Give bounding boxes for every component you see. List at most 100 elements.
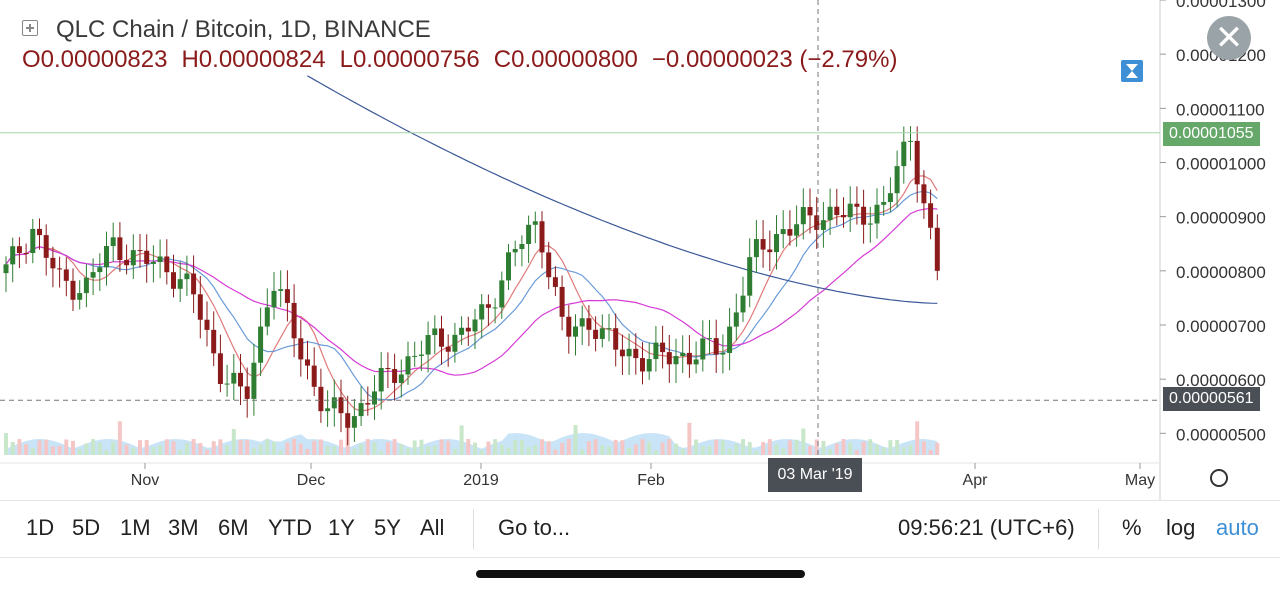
volume-bar xyxy=(767,439,772,455)
candle-body xyxy=(626,348,632,357)
candle-body xyxy=(827,206,833,221)
candle-body xyxy=(305,359,310,366)
candlestick-chart[interactable]: 0.000013000.000012000.000011000.00001000… xyxy=(0,0,1280,500)
volume-bar xyxy=(888,440,893,455)
volume-bar xyxy=(231,429,236,455)
volume-bar xyxy=(24,444,29,455)
candle-body xyxy=(184,273,190,280)
candle-body xyxy=(934,227,940,271)
volume-bar xyxy=(432,445,437,455)
range-ytd[interactable]: YTD xyxy=(268,515,312,540)
candle-body xyxy=(780,229,786,235)
ma-short-line xyxy=(5,175,938,412)
candle-body xyxy=(392,369,398,383)
volume-bar xyxy=(653,450,658,455)
candle-body xyxy=(70,280,76,300)
volume-bar xyxy=(566,439,571,455)
volume-bar xyxy=(821,440,826,455)
volume-bar xyxy=(359,444,364,455)
range-5y[interactable]: 5Y xyxy=(374,515,401,540)
range-6m[interactable]: 6M xyxy=(218,515,249,540)
candle-body xyxy=(686,352,692,365)
log-toggle[interactable]: log xyxy=(1166,515,1196,540)
volume-bar xyxy=(312,440,317,455)
volume-bar xyxy=(258,444,263,455)
volume-bar xyxy=(245,440,250,455)
goto-button[interactable]: Go to... xyxy=(498,515,571,540)
candle-body xyxy=(150,262,156,264)
volume-bar xyxy=(44,439,49,455)
volume-bar xyxy=(620,440,625,455)
volume-bar xyxy=(861,441,866,455)
candle-body xyxy=(593,329,599,339)
price-tick-label: 0.00000600 xyxy=(1176,371,1266,390)
scroll-to-realtime-icon[interactable] xyxy=(1121,60,1143,82)
volume-bar xyxy=(908,445,913,455)
volume-bar xyxy=(339,439,343,455)
volume-bar xyxy=(479,450,484,455)
volume-bar xyxy=(526,447,531,455)
candle-body xyxy=(753,239,759,258)
candle-body xyxy=(217,353,223,384)
volume-bar xyxy=(225,445,230,455)
add-symbol-icon[interactable] xyxy=(22,20,38,36)
candle-body xyxy=(318,386,324,412)
candle-body xyxy=(338,397,344,414)
volume-bar xyxy=(198,443,203,455)
candle-body xyxy=(331,397,337,409)
volume-bar xyxy=(385,442,390,455)
volume-bar xyxy=(781,448,786,455)
candle-body xyxy=(351,416,357,428)
candle-body xyxy=(814,215,820,230)
candle-body xyxy=(740,295,746,313)
volume-bar xyxy=(372,442,377,455)
price-tick-label: 0.00000500 xyxy=(1176,425,1266,444)
candle-body xyxy=(238,372,243,387)
range-1m[interactable]: 1M xyxy=(120,515,151,540)
candle-body xyxy=(291,302,297,339)
candle-body xyxy=(640,358,645,372)
candle-body xyxy=(43,235,49,258)
home-indicator xyxy=(476,570,805,578)
volume-bar xyxy=(901,447,906,455)
volume-bar xyxy=(419,439,424,455)
last-price-label: 0.00001055 xyxy=(1163,122,1260,146)
volume-bar xyxy=(298,443,303,455)
volume-bar xyxy=(452,449,457,455)
candle-body xyxy=(713,338,719,355)
candle-body xyxy=(539,221,545,253)
percent-toggle[interactable]: % xyxy=(1122,515,1142,540)
candle-body xyxy=(104,246,109,268)
volume-bar xyxy=(17,439,22,455)
volume-bar xyxy=(124,444,129,455)
candle-body xyxy=(841,214,846,218)
candle-body xyxy=(559,286,565,317)
candle-body xyxy=(130,250,136,266)
hourglass-icon xyxy=(1126,64,1138,78)
candle-body xyxy=(807,207,813,216)
range-5d[interactable]: 5D xyxy=(72,515,101,540)
clock-readout[interactable]: 09:56:21 (UTC+6) xyxy=(898,515,1075,540)
range-1d[interactable]: 1D xyxy=(26,515,55,540)
close-icon[interactable]: ✕ xyxy=(1207,16,1251,60)
volume-bar xyxy=(64,439,69,455)
candle-body xyxy=(10,246,16,265)
volume-bar xyxy=(921,441,926,455)
volume-bar xyxy=(97,442,102,455)
price-tick-label: 0.00001000 xyxy=(1176,155,1266,174)
candle-body xyxy=(867,223,873,225)
range-1y[interactable]: 1Y xyxy=(328,515,355,540)
range-all[interactable]: All xyxy=(420,515,445,540)
range-3m[interactable]: 3M xyxy=(168,515,199,540)
auto-toggle[interactable]: auto xyxy=(1216,515,1259,540)
candle-body xyxy=(77,293,83,300)
bottom-toolbar: 1D 5D 1M 3M 6M YTD 1Y 5Y All Go to... 09… xyxy=(0,500,1280,558)
low-value: L0.00000756 xyxy=(339,46,480,73)
candle-body xyxy=(894,166,900,194)
settings-gear-icon[interactable] xyxy=(1210,469,1228,487)
volume-bar xyxy=(332,446,337,455)
candle-body xyxy=(800,207,806,225)
candle-body xyxy=(30,228,36,254)
candle-body xyxy=(284,289,290,303)
volume-bar xyxy=(513,440,518,455)
